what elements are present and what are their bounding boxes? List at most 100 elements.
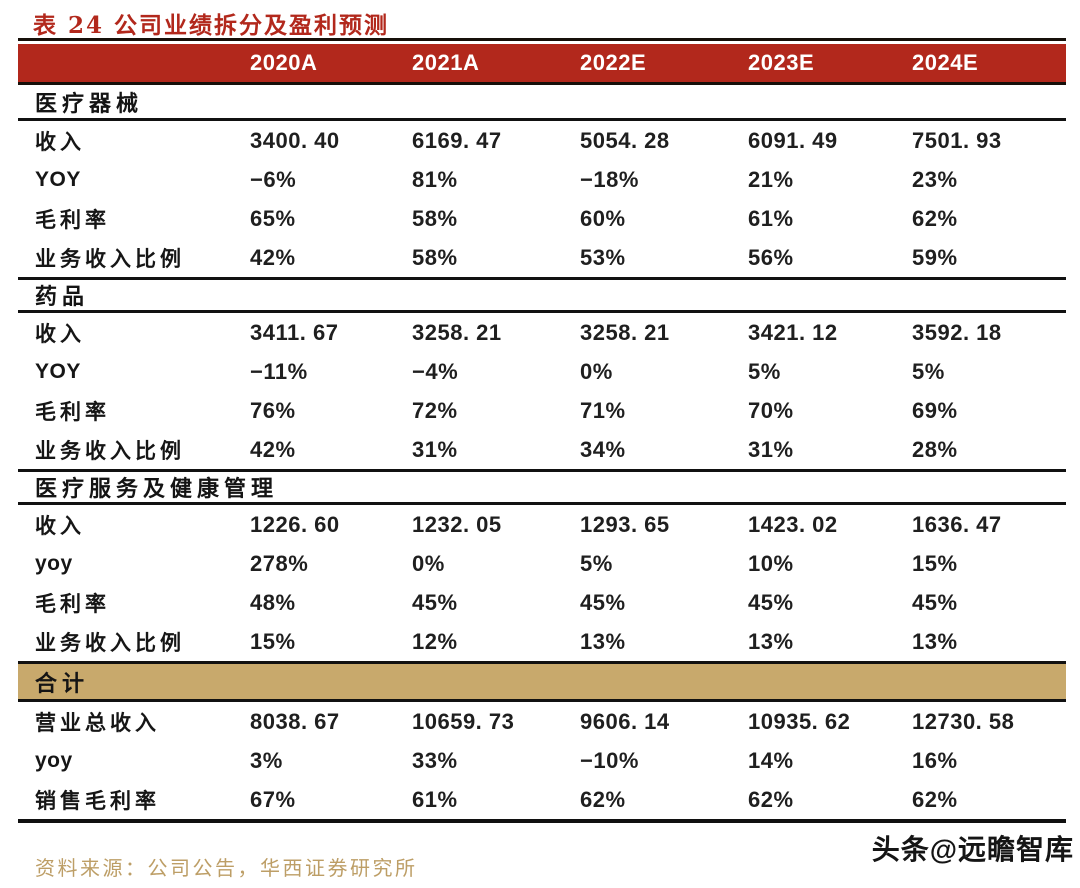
- cell-value: 3421. 12: [748, 319, 838, 345]
- cell-value: 1293. 65: [580, 511, 670, 537]
- table-title: 表 24 公司业绩拆分及盈利预测: [33, 12, 390, 39]
- cell-value: 1423. 02: [748, 511, 838, 537]
- cell-value: 12730. 58: [912, 708, 1015, 734]
- row-label: 业务收入比例: [35, 629, 185, 655]
- cell-value: 76%: [250, 397, 296, 423]
- cell-value: 21%: [748, 166, 794, 192]
- cell-value: 5%: [580, 550, 613, 576]
- cell-value: 5054. 28: [580, 127, 670, 153]
- row-label: YOY: [35, 167, 81, 191]
- cell-value: 5%: [912, 358, 945, 384]
- cell-value: 62%: [580, 786, 626, 812]
- column-header-2024e: 2024E: [912, 50, 979, 75]
- table-body: 医疗器械收入 3400. 40 6169. 47 5054. 28 6091. 49 75…: [18, 85, 1066, 819]
- cell-value: 31%: [412, 436, 458, 462]
- cell-value: 70%: [748, 397, 794, 423]
- cell-value: 71%: [580, 397, 626, 423]
- cell-value: 10935. 62: [748, 708, 851, 734]
- row-label: 毛利率: [35, 398, 110, 424]
- cell-value: 10659. 73: [412, 708, 515, 734]
- table-row: yoy 278% 0% 5% 10% 15%: [18, 544, 1066, 583]
- cell-value: 13%: [580, 628, 626, 654]
- cell-value: −6%: [250, 166, 297, 192]
- cell-value: −18%: [580, 166, 639, 192]
- cell-value: 10%: [748, 550, 794, 576]
- cell-value: 56%: [748, 244, 794, 270]
- table-row: 收入 3400. 40 6169. 47 5054. 28 6091. 49 7501. …: [18, 121, 1066, 160]
- row-label: YOY: [35, 359, 81, 383]
- cell-value: 42%: [250, 244, 296, 270]
- cell-value: 45%: [912, 589, 958, 615]
- cell-value: 62%: [748, 786, 794, 812]
- cell-value: 65%: [250, 205, 296, 231]
- cell-value: 61%: [748, 205, 794, 231]
- row-label: 收入: [35, 320, 85, 346]
- cell-value: 58%: [412, 244, 458, 270]
- row-label: 收入: [35, 128, 85, 154]
- table-row: 收入 3411. 67 3258. 21 3258. 21 3421. 12 3592. …: [18, 313, 1066, 352]
- cell-value: 31%: [748, 436, 794, 462]
- table-row: 毛利率 76% 72% 71% 70% 69%: [18, 391, 1066, 430]
- cell-value: 13%: [912, 628, 958, 654]
- cell-value: 3258. 21: [580, 319, 670, 345]
- cell-value: 15%: [250, 628, 296, 654]
- cell-value: 7501. 93: [912, 127, 1002, 153]
- cell-value: 13%: [748, 628, 794, 654]
- cell-value: 81%: [412, 166, 458, 192]
- cell-value: 14%: [748, 747, 794, 773]
- section-title: 医疗器械: [18, 85, 1066, 121]
- cell-value: 62%: [912, 786, 958, 812]
- cell-value: 61%: [412, 786, 458, 812]
- cell-value: 8038. 67: [250, 708, 340, 734]
- table-section-3: 医疗服务及健康管理 收入 1226. 60 1232. 05 1293. 65 1423.…: [18, 469, 1066, 661]
- cell-value: 15%: [912, 550, 958, 576]
- watermark: 头条@远瞻智库: [871, 834, 1074, 865]
- section-title: 合计: [18, 661, 1066, 702]
- section-title: 医疗服务及健康管理: [18, 469, 1066, 505]
- cell-value: 3400. 40: [250, 127, 340, 153]
- forecast-table: 2020A 2021A 2022E 2023E 2024E 医疗器械 收入 3400. 40…: [18, 38, 1066, 823]
- cell-value: 1226. 60: [250, 511, 340, 537]
- row-label: yoy: [35, 748, 73, 772]
- cell-value: 33%: [412, 747, 458, 773]
- table-row: 毛利率 65% 58% 60% 61% 62%: [18, 199, 1066, 238]
- column-header-2021a: 2021A: [412, 50, 480, 75]
- cell-value: −11%: [250, 358, 308, 384]
- row-label: 业务收入比例: [35, 437, 185, 463]
- cell-value: 23%: [912, 166, 958, 192]
- table-section-2: 药品收入 3411. 67 3258. 21 3258. 21 3421. 12 3592…: [18, 277, 1066, 469]
- table-top-rule: [18, 38, 1066, 41]
- row-label: 收入: [35, 512, 85, 538]
- row-label: 营业总收入: [35, 709, 160, 735]
- cell-value: 3592. 18: [912, 319, 1002, 345]
- cell-value: 6091. 49: [748, 127, 838, 153]
- cell-value: 45%: [412, 589, 458, 615]
- cell-value: −4%: [412, 358, 459, 384]
- cell-value: 58%: [412, 205, 458, 231]
- cell-value: 6169. 47: [412, 127, 502, 153]
- row-label: 毛利率: [35, 590, 110, 616]
- table-row: YOY −11% −4% 0% 5% 5%: [18, 352, 1066, 391]
- table-header-row: 2020A 2021A 2022E 2023E 2024E: [18, 44, 1066, 85]
- section-title: 药品: [18, 277, 1066, 313]
- cell-value: 5%: [748, 358, 781, 384]
- cell-value: 67%: [250, 786, 296, 812]
- cell-value: 9606. 14: [580, 708, 670, 734]
- row-label: 业务收入比例: [35, 245, 185, 271]
- table-row: yoy 3% 33% −10% 14% 16%: [18, 741, 1066, 780]
- table-row: 营业总收入 8038. 67 10659. 73 9606. 14 10935. 62 1…: [18, 702, 1066, 741]
- column-header-2023e: 2023E: [748, 50, 815, 75]
- row-label: 销售毛利率: [35, 787, 160, 813]
- cell-value: 42%: [250, 436, 296, 462]
- cell-value: 1636. 47: [912, 511, 1002, 537]
- table-section-1: 医疗器械收入 3400. 40 6169. 47 5054. 28 6091. 49 75…: [18, 85, 1066, 277]
- cell-value: 3411. 67: [250, 319, 339, 345]
- cell-value: 72%: [412, 397, 458, 423]
- source-note: 资料来源：公司公告，华西证券研究所: [35, 856, 418, 880]
- cell-value: 3258. 21: [412, 319, 502, 345]
- table-row: 业务收入比例 42% 58% 53% 56% 59%: [18, 238, 1066, 277]
- row-label: yoy: [35, 551, 73, 575]
- table-row: 业务收入比例 15% 12% 13% 13% 13%: [18, 622, 1066, 661]
- cell-value: 60%: [580, 205, 626, 231]
- table-row: 销售毛利率 67% 61% 62% 62% 62%: [18, 780, 1066, 819]
